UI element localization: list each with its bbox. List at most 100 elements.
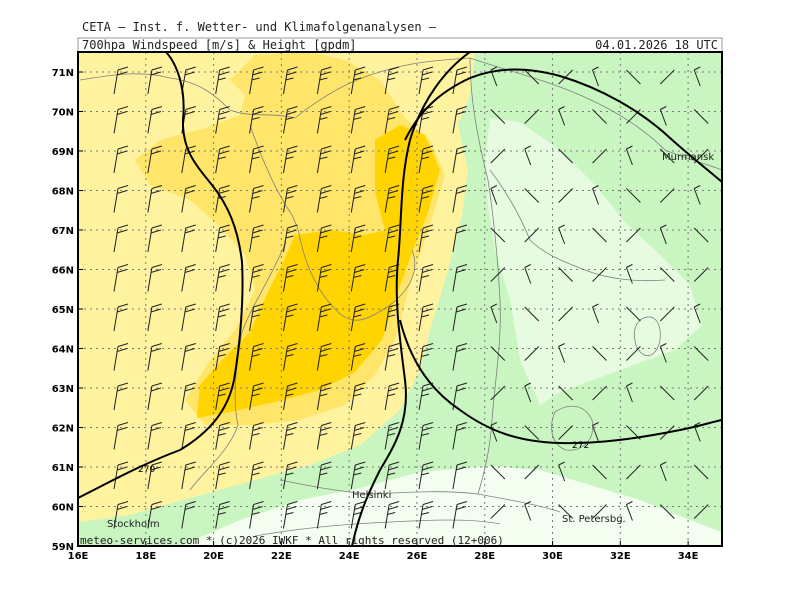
coast-norway-north bbox=[79, 57, 471, 119]
wind-barb bbox=[384, 382, 400, 411]
wind-barb bbox=[113, 461, 129, 490]
wind-barb bbox=[350, 343, 366, 371]
wind-barb bbox=[490, 267, 506, 282]
wind-barb bbox=[452, 66, 468, 95]
contour-272 bbox=[399, 319, 722, 445]
contour-label-270: 270 bbox=[138, 465, 155, 475]
wind-barb bbox=[384, 422, 400, 450]
contour-270 bbox=[78, 52, 244, 499]
map-timestamp: 04.01.2026 18 UTC bbox=[595, 38, 718, 52]
wind-barb bbox=[524, 227, 540, 243]
wind-barb bbox=[626, 69, 641, 85]
wind-barb bbox=[693, 227, 709, 243]
wind-barb bbox=[350, 106, 366, 134]
wind-barb bbox=[350, 224, 366, 253]
wind-barb bbox=[693, 267, 709, 282]
lon-label: 32E bbox=[610, 551, 631, 562]
wind-barb bbox=[592, 148, 607, 164]
wind-barb bbox=[659, 106, 667, 126]
wind-barb bbox=[418, 461, 434, 490]
wind-barb bbox=[384, 66, 400, 95]
wind-barb bbox=[592, 227, 607, 243]
lon-label: 24E bbox=[339, 551, 360, 562]
wind-barb bbox=[418, 145, 434, 174]
wind-barb bbox=[113, 501, 129, 529]
wind-barb bbox=[524, 188, 540, 203]
wind-barb bbox=[316, 382, 332, 411]
wind-barb bbox=[490, 303, 498, 324]
lat-label: 65N bbox=[52, 305, 74, 316]
wind-barb bbox=[113, 343, 129, 371]
wind-barb bbox=[282, 224, 298, 253]
lon-label: 28E bbox=[474, 551, 495, 562]
wind-barb bbox=[316, 145, 332, 174]
wind-barb bbox=[418, 303, 434, 332]
wind-barb bbox=[558, 504, 573, 519]
wind-barbs bbox=[113, 66, 709, 529]
wind-barb bbox=[693, 66, 701, 87]
wind-barb bbox=[350, 422, 366, 450]
contour-label-272: 272 bbox=[572, 441, 589, 451]
wind-barb bbox=[316, 461, 332, 490]
lat-label: 60N bbox=[52, 503, 74, 514]
wind-barb bbox=[384, 343, 400, 371]
wind-barb bbox=[693, 464, 709, 480]
wind-barb bbox=[524, 69, 540, 85]
wind-barb bbox=[693, 185, 701, 205]
lat-label: 61N bbox=[52, 463, 74, 474]
wind-barb bbox=[490, 109, 506, 124]
wind-barb bbox=[113, 106, 129, 134]
header-institute: CETA — Inst. f. Wetter- und Klimafolgena… bbox=[82, 20, 437, 34]
wind-barb bbox=[625, 264, 633, 284]
lat-label: 59N bbox=[52, 542, 74, 553]
wind-barb bbox=[418, 66, 434, 95]
wind-barb bbox=[181, 264, 196, 292]
wind-barb bbox=[418, 185, 434, 213]
wind-barb bbox=[249, 185, 264, 213]
coast-estonia bbox=[254, 519, 501, 537]
wind-barb bbox=[592, 464, 607, 480]
wind-barb bbox=[558, 461, 566, 482]
wind-barb bbox=[592, 385, 607, 401]
wind-barb bbox=[282, 185, 298, 213]
wind-barb bbox=[592, 185, 599, 205]
wind-barb bbox=[524, 501, 532, 521]
wind-barb bbox=[592, 346, 607, 361]
city-label-stockholm: Stockholm bbox=[107, 519, 160, 530]
wind-barb bbox=[418, 264, 434, 292]
latitude-axis: 71N 70N 69N 68N 67N 66N 65N 64N 63N 62N 61N 60N 59N bbox=[52, 68, 83, 553]
wind-barb bbox=[452, 303, 468, 332]
wind-barb bbox=[524, 464, 540, 480]
wind-barb bbox=[215, 264, 230, 292]
wind-barb bbox=[592, 267, 607, 282]
wind-barb bbox=[113, 224, 129, 253]
wind-barb bbox=[147, 422, 163, 450]
wind-barb bbox=[524, 425, 540, 440]
wind-barb bbox=[592, 303, 599, 324]
wind-barb bbox=[316, 224, 332, 253]
wind-barb bbox=[693, 109, 709, 124]
wind-barb bbox=[249, 461, 264, 490]
wind-barb bbox=[282, 382, 298, 411]
wind-barb bbox=[350, 461, 366, 490]
city-label-st-petersburg: St. Petersbg. bbox=[562, 514, 626, 525]
windspeed-zone-pale-green bbox=[485, 118, 702, 405]
wind-barb bbox=[693, 346, 709, 361]
wind-barb bbox=[384, 501, 400, 529]
wind-barb bbox=[147, 461, 163, 490]
wind-barb bbox=[350, 66, 366, 95]
wind-barb bbox=[147, 303, 163, 332]
wind-barb bbox=[113, 422, 129, 450]
wind-barb bbox=[490, 148, 506, 164]
wind-barb bbox=[249, 501, 264, 529]
wind-barb bbox=[384, 461, 400, 490]
coast-white-sea bbox=[489, 169, 666, 282]
wind-barb bbox=[452, 185, 468, 213]
wind-barb bbox=[558, 343, 566, 363]
wind-barb bbox=[215, 303, 230, 332]
wind-barb bbox=[384, 224, 400, 253]
wind-barb bbox=[350, 382, 366, 411]
city-label-murmansk: Murmansk bbox=[662, 152, 714, 163]
wind-barb bbox=[350, 303, 366, 332]
wind-barb bbox=[626, 346, 641, 361]
